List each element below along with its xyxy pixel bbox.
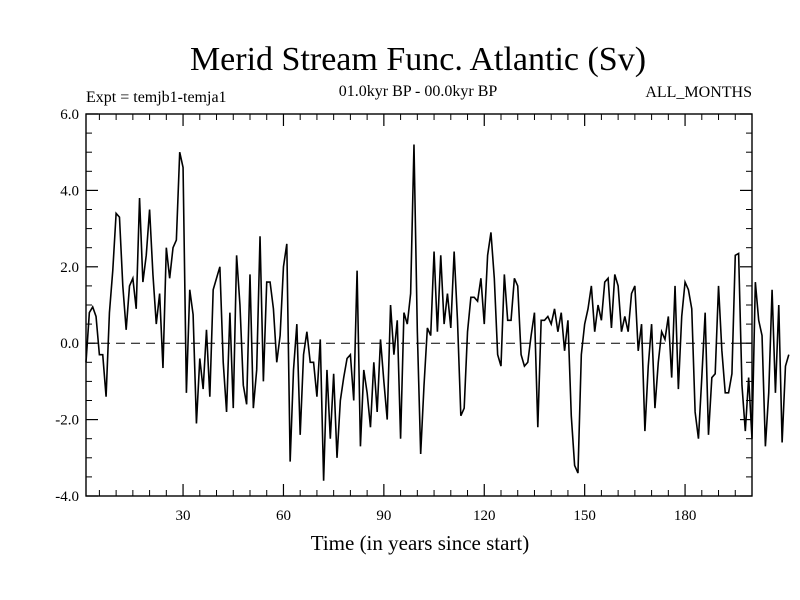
x-tick-label: 180: [674, 508, 697, 524]
x-tick-label: 30: [176, 508, 191, 524]
y-tick-label: 2.0: [60, 260, 79, 276]
y-tick-label: 6.0: [60, 107, 79, 123]
x-tick-label: 90: [376, 508, 391, 524]
x-tick-label: 120: [473, 508, 496, 524]
y-tick-label: -4.0: [55, 489, 79, 505]
data-series-line: [85, 144, 790, 481]
x-tick-label: 60: [276, 508, 291, 524]
x-axis-label: Time (in years since start): [311, 531, 530, 555]
plot-frame: [85, 113, 753, 497]
x-tick-label: 150: [573, 508, 596, 524]
y-tick-label: 4.0: [60, 183, 79, 199]
y-tick-label: 0.0: [60, 336, 79, 352]
chart-title: Merid Stream Func. Atlantic (Sv): [190, 41, 646, 78]
y-tick-label: -2.0: [55, 413, 79, 429]
experiment-label: Expt = temjb1-temja1: [86, 89, 227, 106]
months-label: ALL_MONTHS: [645, 84, 752, 101]
time-range-label: 01.0kyr BP - 00.0kyr BP: [339, 83, 498, 100]
